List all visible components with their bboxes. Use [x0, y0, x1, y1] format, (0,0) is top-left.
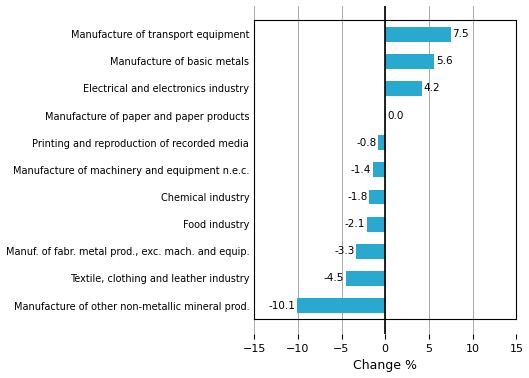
Bar — [297, 298, 385, 313]
X-axis label: Change %: Change % — [353, 359, 417, 372]
Text: 0.0: 0.0 — [387, 110, 404, 121]
Text: -3.3: -3.3 — [334, 246, 354, 256]
Bar — [385, 81, 422, 96]
Text: -4.5: -4.5 — [324, 274, 344, 284]
Text: -10.1: -10.1 — [268, 301, 295, 311]
Text: -1.4: -1.4 — [351, 165, 371, 175]
Text: 7.5: 7.5 — [453, 29, 469, 39]
Text: 5.6: 5.6 — [436, 56, 453, 66]
Bar — [378, 135, 385, 150]
Bar — [357, 244, 385, 259]
Text: 4.2: 4.2 — [424, 84, 440, 93]
Text: -2.1: -2.1 — [345, 219, 365, 229]
Bar — [385, 26, 451, 42]
Bar — [385, 54, 434, 69]
Text: -1.8: -1.8 — [348, 192, 368, 202]
Bar — [369, 189, 385, 204]
Bar — [367, 217, 385, 232]
Text: -0.8: -0.8 — [356, 138, 377, 148]
Bar — [346, 271, 385, 286]
Bar — [373, 163, 385, 177]
